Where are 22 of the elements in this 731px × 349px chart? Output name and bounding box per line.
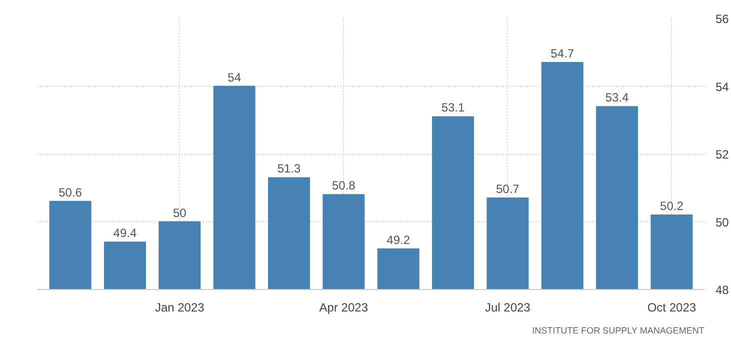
text: INSTITUTE FOR SUPPLY MANAGEMENT (532, 326, 705, 336)
data-label: 53.4 (605, 90, 630, 105)
x-tick-label: Jul 2023 (484, 300, 531, 314)
data-label: 50.8 (332, 178, 356, 193)
data-label: 49.2 (386, 232, 410, 247)
y-tick-label: 50 (716, 215, 730, 230)
data-label: 50.2 (660, 198, 684, 213)
y-tick-label: 56 (716, 12, 730, 26)
y-tick-label: 54 (716, 80, 730, 94)
data-label: 49.4 (113, 226, 137, 240)
data-label: 54.7 (550, 46, 574, 61)
y-tick-label: 52 (716, 148, 730, 162)
x-tick-label: Apr 2023 (319, 300, 368, 314)
data-label: 50 (172, 206, 187, 220)
data-label: 53.1 (441, 100, 466, 115)
data-label: 50.7 (496, 182, 520, 196)
x-tick-label: Oct 2023 (647, 300, 696, 314)
x-tick-label: Jan 2023 (154, 300, 205, 314)
y-tick-label: 48 (716, 283, 730, 297)
data-label: 51.3 (277, 162, 301, 176)
data-label: 50.6 (58, 185, 82, 200)
data-label: 54 (228, 70, 242, 84)
